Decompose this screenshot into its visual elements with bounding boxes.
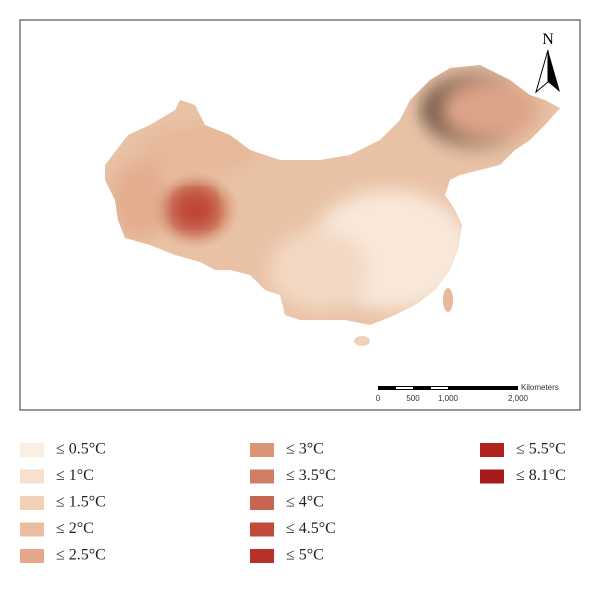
legend: ≤ 0.5°C ≤ 1°C ≤ 1.5°C ≤ 2°C ≤ 2.5°C ≤ 3°C ≤ 3.…: [20, 441, 566, 564]
legend-swatch: [250, 549, 274, 563]
legend-swatch: [250, 443, 274, 457]
legend-label: ≤ 5°C: [286, 547, 324, 564]
legend-label: ≤ 0.5°C: [56, 441, 106, 458]
scale-label: 2,000: [508, 394, 529, 403]
legend-swatch: [250, 469, 274, 484]
legend-swatch: [480, 443, 504, 457]
legend-swatch: [20, 443, 44, 457]
north-arrow: [548, 50, 560, 92]
legend-label: ≤ 3°C: [286, 441, 324, 458]
legend-label: ≤ 2°C: [56, 520, 94, 537]
legend-swatch: [250, 496, 274, 510]
legend-label: ≤ 2.5°C: [56, 547, 106, 564]
legend-label: ≤ 1.5°C: [56, 494, 106, 511]
scale-label: 1,000: [438, 394, 459, 403]
legend-swatch: [20, 522, 44, 537]
map-hainan: [354, 336, 370, 346]
legend-label: ≤ 8.1°C: [516, 467, 566, 484]
legend-swatch: [20, 469, 44, 484]
scale-label: 0: [376, 394, 381, 403]
legend-swatch: [20, 549, 44, 563]
legend-label: ≤ 1°C: [56, 467, 94, 484]
legend-swatch: [480, 469, 504, 484]
legend-label: ≤ 3.5°C: [286, 467, 336, 484]
scale-bar: [378, 386, 518, 390]
legend-swatch: [20, 496, 44, 510]
legend-label: ≤ 5.5°C: [516, 441, 566, 458]
scale-unit: Kilometers: [521, 383, 559, 392]
legend-label: ≤ 4°C: [286, 494, 324, 511]
north-label: N: [542, 31, 554, 48]
scale-label: 500: [406, 394, 420, 403]
map-taiwan: [443, 288, 453, 312]
legend-label: ≤ 4.5°C: [286, 520, 336, 537]
legend-swatch: [250, 522, 274, 537]
